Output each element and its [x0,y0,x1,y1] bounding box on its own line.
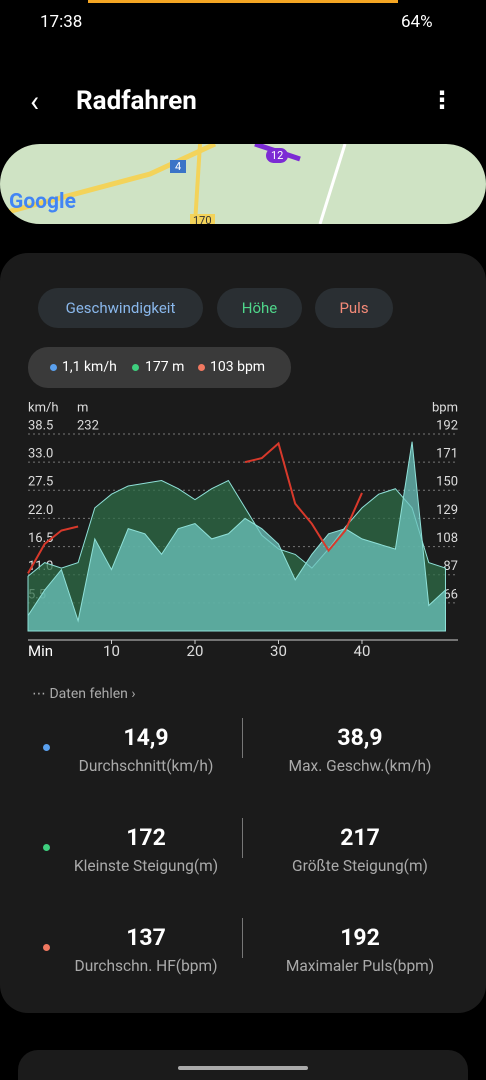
y-tick-label: 16.5 [28,531,53,546]
legend-dot [198,364,205,371]
marker: 12 [266,148,289,163]
stat-value: 192 [340,924,380,951]
y-tick-label: 27.5 [28,475,53,490]
stat: 217 Größte Steigung(m) [260,824,460,875]
tooltip-value: 177 m [145,359,185,375]
x-unit: Min [28,642,53,660]
stat: 38,9 Max. Geschw.(km/h) [260,724,460,775]
legend-dot [132,364,139,371]
missing-text: Daten fehlen [49,686,128,702]
call-bar [88,0,398,3]
road-label: 170 [190,214,215,224]
tab[interactable]: Geschwindigkeit [38,288,203,328]
stat-label: Größte Steigung(m) [292,857,428,875]
stat-dot [43,744,50,751]
map-roads [0,144,347,224]
stat-value: 14,9 [123,724,169,751]
tooltip [28,347,291,388]
x-tick-label: 20 [187,642,204,660]
divider [242,718,243,758]
stat-label: Maximaler Puls(bpm) [285,957,435,975]
stat-value: 172 [126,824,166,851]
home-bar [178,1066,308,1070]
stat: 137 Durchschn. HF(bpm) [46,924,246,975]
y3-tick-label: 232 [77,418,99,433]
stat-label: Durchschn. HF(bpm) [74,957,218,975]
battery: 64% [401,12,433,32]
x-tick-label: 30 [270,642,287,660]
heart-rate-line [27,441,363,574]
y-tick-label: 22.0 [28,503,53,518]
stat: 14,9 Durchschnitt(km/h) [46,724,246,775]
y2-unit: bpm [432,400,458,415]
stat-label: Max. Geschw.(km/h) [288,757,432,775]
tab[interactable]: Höhe [217,288,302,328]
y-tick-label: 33.0 [28,447,53,462]
y2-tick-label: 192 [436,418,458,433]
status-time: 17:38 [40,12,83,32]
map[interactable]: 4 170 12 Google [0,144,486,224]
y2-tick-label: 87 [443,559,458,574]
road-label: 4 [170,160,187,173]
stat: 192 Maximaler Puls(bpm) [260,924,460,975]
stat-value: 38,9 [337,724,383,751]
y2-tick-label: 108 [436,531,458,546]
stat-value: 217 [340,824,380,851]
stat-value: 137 [126,924,166,951]
y2-tick-label: 150 [436,475,458,490]
y-unit: km/h [28,400,59,415]
stat-dot [43,844,50,851]
y2-tick-label: 171 [436,447,458,462]
series-area [27,441,446,632]
y-tick-label: 38.5 [28,418,53,433]
y2-tick-label: 129 [436,503,458,518]
next-card [18,1050,468,1080]
legend-dot [50,364,57,371]
menu[interactable]: ⋮ [430,86,454,114]
chart: km/h m bpm Min 38.533.027.522.016.511.05… [27,400,458,660]
title: Radfahren [76,86,197,116]
tab[interactable]: Puls [315,288,393,328]
stat-dot [43,944,50,951]
google-logo: Google [9,190,76,214]
y3-unit: m [77,400,88,415]
stat: 172 Kleinste Steigung(m) [46,824,246,875]
tooltip-value: 103 bpm [210,359,266,375]
stat-label: Durchschnitt(km/h) [78,757,214,775]
x-tick-label: 10 [103,642,120,660]
divider [242,818,243,858]
missing-data[interactable]: ⋯ Daten fehlen › [32,686,136,702]
stat-label: Kleinste Steigung(m) [73,857,219,875]
tooltip-value: 1,1 km/h [62,359,117,375]
y2-tick-label: 66 [443,587,458,602]
back-button[interactable]: ‹ [30,84,40,119]
divider [242,918,243,958]
x-tick-label: 40 [354,642,371,660]
